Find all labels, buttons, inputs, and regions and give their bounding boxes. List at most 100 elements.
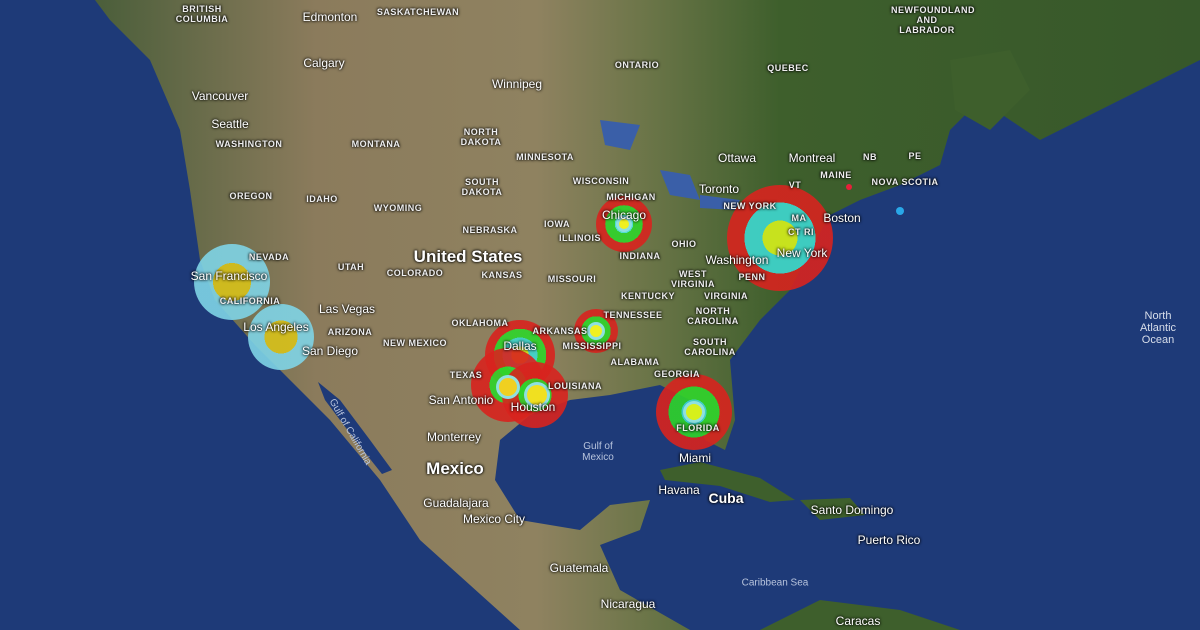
label-city: Caracas bbox=[835, 614, 881, 628]
label-region: PENN bbox=[738, 272, 766, 282]
label-region: ONTARIO bbox=[614, 60, 660, 70]
label-city: Vancouver bbox=[191, 89, 249, 103]
label-city: San Diego bbox=[301, 344, 359, 358]
label-region: TENNESSEE bbox=[603, 310, 663, 320]
label-city: Las Vegas bbox=[318, 302, 376, 316]
label-region: INDIANA bbox=[619, 251, 661, 261]
label-region: NORTH CAROLINA bbox=[687, 306, 739, 326]
label-water: Gulf of Mexico bbox=[582, 441, 614, 463]
label-region: CT RI bbox=[788, 227, 814, 237]
heat-hotspot-los-angeles[interactable] bbox=[248, 304, 314, 370]
label-city: Ottawa bbox=[717, 151, 757, 165]
label-region: MISSISSIPPI bbox=[562, 341, 622, 351]
label-region: NEBRASKA bbox=[462, 225, 518, 235]
heat-core bbox=[619, 219, 629, 229]
label-region: WISCONSIN bbox=[572, 176, 630, 186]
label-region: QUEBEC bbox=[767, 63, 809, 73]
label-region: LOUISIANA bbox=[548, 381, 602, 391]
label-city: Montreal bbox=[788, 151, 836, 165]
label-region: NOVA SCOTIA bbox=[871, 177, 939, 187]
label-region: ARIZONA bbox=[327, 327, 373, 337]
label-region: SOUTH DAKOTA bbox=[461, 177, 503, 197]
label-region: TEXAS bbox=[449, 370, 483, 380]
label-region: MICHIGAN bbox=[606, 192, 656, 202]
label-country: United States bbox=[413, 247, 523, 266]
label-region: CALIFORNIA bbox=[219, 296, 281, 306]
label-city: San Antonio bbox=[428, 393, 494, 407]
label-city: Los Angeles bbox=[243, 320, 309, 334]
label-region: OHIO bbox=[671, 239, 697, 249]
hispaniola bbox=[800, 498, 865, 520]
gulf-of-california bbox=[318, 382, 392, 474]
label-city: San Francisco bbox=[190, 269, 268, 283]
label-region: WEST VIRGINIA bbox=[670, 269, 715, 289]
land-north-america bbox=[95, 0, 1200, 630]
label-region: VIRGINIA bbox=[703, 291, 749, 301]
label-city: Guadalajara bbox=[423, 496, 489, 510]
label-region: NEWFOUNDLAND AND LABRADOR bbox=[891, 5, 975, 35]
label-city: Puerto Rico bbox=[857, 533, 921, 547]
label-region: NB bbox=[863, 152, 877, 162]
label-city: Winnipeg bbox=[491, 77, 543, 91]
marker-red[interactable] bbox=[846, 184, 852, 190]
label-region: MAINE bbox=[820, 170, 852, 180]
label-region: KENTUCKY bbox=[620, 291, 676, 301]
label-region: SOUTH CAROLINA bbox=[684, 337, 736, 357]
newfoundland bbox=[950, 50, 1030, 130]
label-city: Toronto bbox=[698, 182, 740, 196]
label-city: Washington bbox=[705, 253, 769, 267]
label-city: Monterrey bbox=[426, 430, 482, 444]
heat-core bbox=[590, 325, 602, 337]
label-region: OREGON bbox=[229, 191, 273, 201]
label-region: IOWA bbox=[544, 219, 570, 229]
label-city: Havana bbox=[658, 483, 700, 497]
label-region: VT bbox=[788, 180, 802, 190]
label-region: KANSAS bbox=[481, 270, 523, 280]
label-city: Houston bbox=[510, 400, 556, 414]
label-region: GEORGIA bbox=[653, 369, 701, 379]
label-region: MA bbox=[791, 213, 807, 223]
south-america bbox=[760, 600, 960, 630]
label-region: IDAHO bbox=[306, 194, 338, 204]
great-lakes bbox=[600, 120, 740, 210]
heat-core bbox=[499, 378, 517, 396]
label-region: PE bbox=[908, 151, 922, 161]
label-city: New York bbox=[776, 246, 828, 260]
label-city: Miami bbox=[679, 451, 711, 465]
label-region: OKLAHOMA bbox=[451, 318, 509, 328]
label-region: MINNESOTA bbox=[516, 152, 574, 162]
label-region: NEW MEXICO bbox=[382, 338, 448, 348]
label-region: COLORADO bbox=[386, 268, 444, 278]
heat-hotspot-san-francisco[interactable] bbox=[194, 244, 270, 320]
label-city: Santo Domingo bbox=[810, 503, 894, 517]
label-region: FLORIDA bbox=[676, 423, 720, 433]
label-city: Nicaragua bbox=[600, 597, 656, 611]
label-country: Cuba bbox=[708, 490, 744, 506]
label-city: Dallas bbox=[503, 339, 537, 353]
label-region: WASHINGTON bbox=[215, 139, 283, 149]
label-city: Guatemala bbox=[549, 561, 609, 575]
label-region: ARKANSAS bbox=[532, 326, 588, 336]
label-water: North Atlantic Ocean bbox=[1139, 310, 1177, 346]
label-region: ILLINOIS bbox=[559, 233, 601, 243]
label-city: Edmonton bbox=[302, 10, 358, 24]
label-country: Mexico bbox=[426, 459, 484, 478]
heat-core bbox=[527, 385, 547, 405]
label-region: NORTH DAKOTA bbox=[460, 127, 502, 147]
label-city: Mexico City bbox=[462, 512, 526, 526]
label-region: MISSOURI bbox=[547, 274, 597, 284]
label-region: UTAH bbox=[337, 262, 365, 272]
marker-blue[interactable] bbox=[896, 207, 904, 215]
heat-hotspot-new-york[interactable] bbox=[727, 185, 833, 291]
label-region: NEW YORK bbox=[723, 201, 777, 211]
label-city: Boston bbox=[823, 211, 861, 225]
label-water: Caribbean Sea bbox=[741, 577, 809, 589]
cuba bbox=[660, 462, 795, 502]
label-region: BRITISH COLUMBIA bbox=[175, 4, 229, 24]
label-region: NEVADA bbox=[248, 252, 290, 262]
label-city: Seattle bbox=[211, 117, 249, 131]
label-city: Chicago bbox=[601, 208, 647, 222]
label-region: MONTANA bbox=[351, 139, 401, 149]
label-region: ALABAMA bbox=[610, 357, 660, 367]
